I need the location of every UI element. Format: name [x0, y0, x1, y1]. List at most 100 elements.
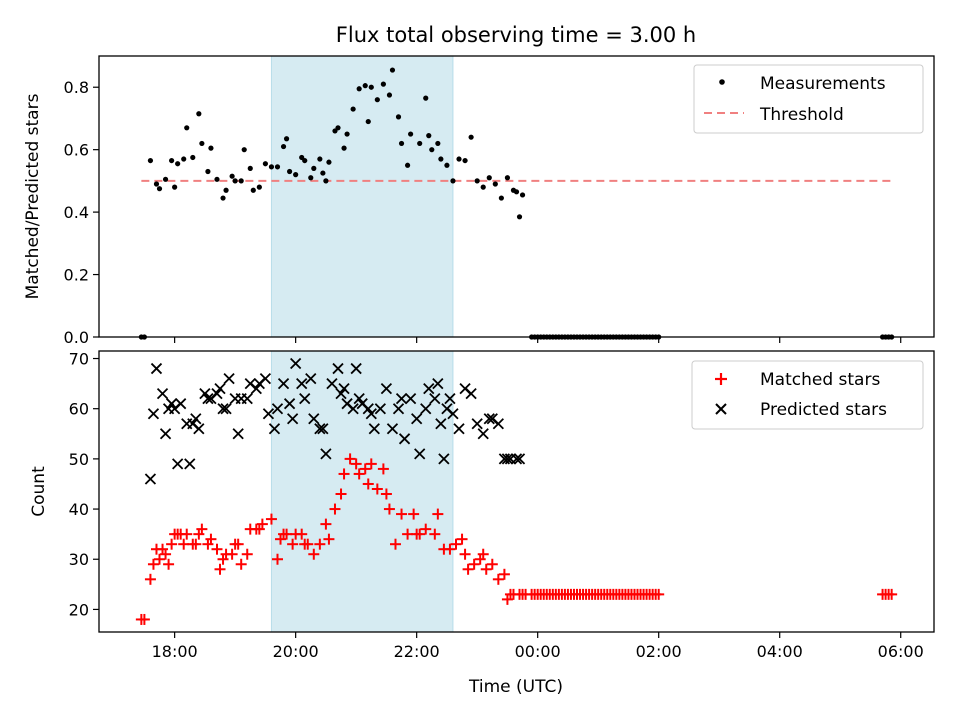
- bottom-xtick-label: 06:00: [878, 642, 924, 661]
- predicted-star-point: [326, 377, 338, 390]
- predicted-star-point: [286, 413, 299, 425]
- measurement-point: [223, 187, 229, 193]
- matched-star-point: [480, 563, 492, 575]
- measurement-point: [220, 195, 226, 201]
- measurement-point: [153, 181, 160, 187]
- measurement-point: [326, 159, 332, 165]
- predicted-star-point: [335, 388, 347, 400]
- matched-star-point: [308, 548, 320, 560]
- matched-star-point: [380, 488, 392, 500]
- matched-star-point: [396, 508, 408, 520]
- predicted-star-point: [172, 458, 184, 470]
- bottom-ytick-label: 40: [69, 500, 89, 519]
- matched-star-point: [265, 513, 277, 525]
- measurement-point: [156, 186, 163, 192]
- predicted-star-point: [492, 418, 504, 430]
- matched-star-point: [214, 563, 226, 575]
- bottom-ytick-label: 20: [69, 600, 89, 619]
- measurement-point: [474, 178, 480, 184]
- predicted-star-point: [404, 393, 417, 405]
- measurement-point: [344, 131, 350, 137]
- measurement-point: [302, 157, 308, 164]
- predicted-star-point: [317, 423, 329, 435]
- bottom-y-axis-label: Count: [29, 466, 49, 517]
- matched-star-point: [450, 538, 462, 550]
- measurement-point: [262, 161, 268, 167]
- predicted-star-point: [308, 413, 320, 425]
- predicted-star-point: [338, 382, 350, 395]
- matched-star-point: [462, 563, 474, 575]
- measurement-point: [513, 189, 520, 195]
- matched-star-point: [420, 523, 432, 535]
- legend-threshold-label: Threshold: [759, 105, 844, 125]
- matched-star-point: [320, 518, 332, 530]
- bottom-legend: Matched stars Predicted stars: [691, 360, 924, 430]
- predicted-star-point: [175, 398, 187, 410]
- measurement-point: [274, 164, 281, 170]
- measurement-point: [374, 97, 380, 103]
- matched-star-point: [486, 558, 498, 570]
- matched-star-point: [353, 468, 365, 480]
- top-legend: Measurements Threshold: [693, 64, 924, 134]
- predicted-star-point: [150, 362, 163, 375]
- matched-star-point: [154, 553, 166, 565]
- predicted-star-point: [374, 403, 386, 415]
- predicted-star-point: [483, 413, 495, 425]
- matched-star-point: [323, 533, 335, 545]
- predicted-star-point: [156, 388, 169, 400]
- predicted-star-point: [420, 403, 432, 415]
- predicted-star-point: [232, 428, 244, 440]
- top-y-axis-label: Matched/Predicted stars: [23, 93, 43, 299]
- predicted-star-point: [432, 377, 444, 390]
- measurement-point: [256, 184, 262, 190]
- matched-star-point: [160, 548, 172, 560]
- matched-star-point: [314, 538, 326, 550]
- bottom-legend-box: [691, 360, 924, 430]
- matched-star-point: [271, 553, 283, 565]
- bottom-xtick-label: 22:00: [394, 642, 440, 661]
- matched-star-point: [365, 458, 377, 470]
- predicted-star-point: [165, 398, 178, 410]
- measurement-point: [199, 140, 205, 147]
- matched-stars-series: [135, 453, 898, 625]
- measurement-point: [492, 181, 498, 187]
- predicted-star-point: [144, 473, 157, 485]
- measurement-point: [162, 176, 169, 182]
- predicted-star-point: [435, 418, 447, 430]
- measurement-point: [417, 140, 423, 147]
- measurement-point: [196, 111, 202, 117]
- top-ytick-label: 0.2: [64, 266, 89, 285]
- measurement-point: [362, 83, 368, 89]
- predicted-star-point: [465, 388, 477, 400]
- measurement-point: [498, 195, 504, 201]
- predicted-star-point: [268, 423, 281, 435]
- matched-star-point: [371, 483, 383, 495]
- top-y-axis: 0.0 0.2 0.4 0.6 0.8: [64, 78, 99, 347]
- predicted-star-point: [362, 403, 374, 415]
- measurement-point: [280, 143, 287, 150]
- top-ytick-label: 0.8: [64, 78, 89, 97]
- legend-measurements-label: Measurements: [760, 74, 886, 94]
- legend-predicted-marker: [715, 403, 727, 415]
- bottom-ytick-label: 30: [69, 550, 89, 569]
- top-shaded-span: [270, 55, 454, 338]
- matched-star-point: [383, 503, 395, 515]
- top-panel: 0.00.20.40.60.8 Matched/Predicted stars …: [23, 55, 935, 347]
- measurement-point: [175, 161, 181, 167]
- measurement-point: [386, 92, 393, 98]
- measurement-point: [311, 165, 317, 171]
- matched-star-point: [205, 533, 217, 545]
- predicted-star-point: [332, 362, 344, 375]
- measurement-point: [368, 84, 374, 90]
- predicted-star-point: [414, 448, 426, 460]
- measurement-point: [238, 178, 244, 184]
- predicted-star-point: [299, 393, 311, 405]
- legend-predicted-label: Predicted stars: [760, 400, 887, 420]
- legend-measurements-marker: [719, 79, 725, 85]
- predicted-star-point: [271, 403, 284, 415]
- matched-star-point: [408, 508, 420, 520]
- measurement-point: [320, 170, 326, 176]
- predicted-star-point: [353, 393, 365, 405]
- measurement-point: [423, 95, 429, 101]
- measurement-point: [398, 140, 405, 147]
